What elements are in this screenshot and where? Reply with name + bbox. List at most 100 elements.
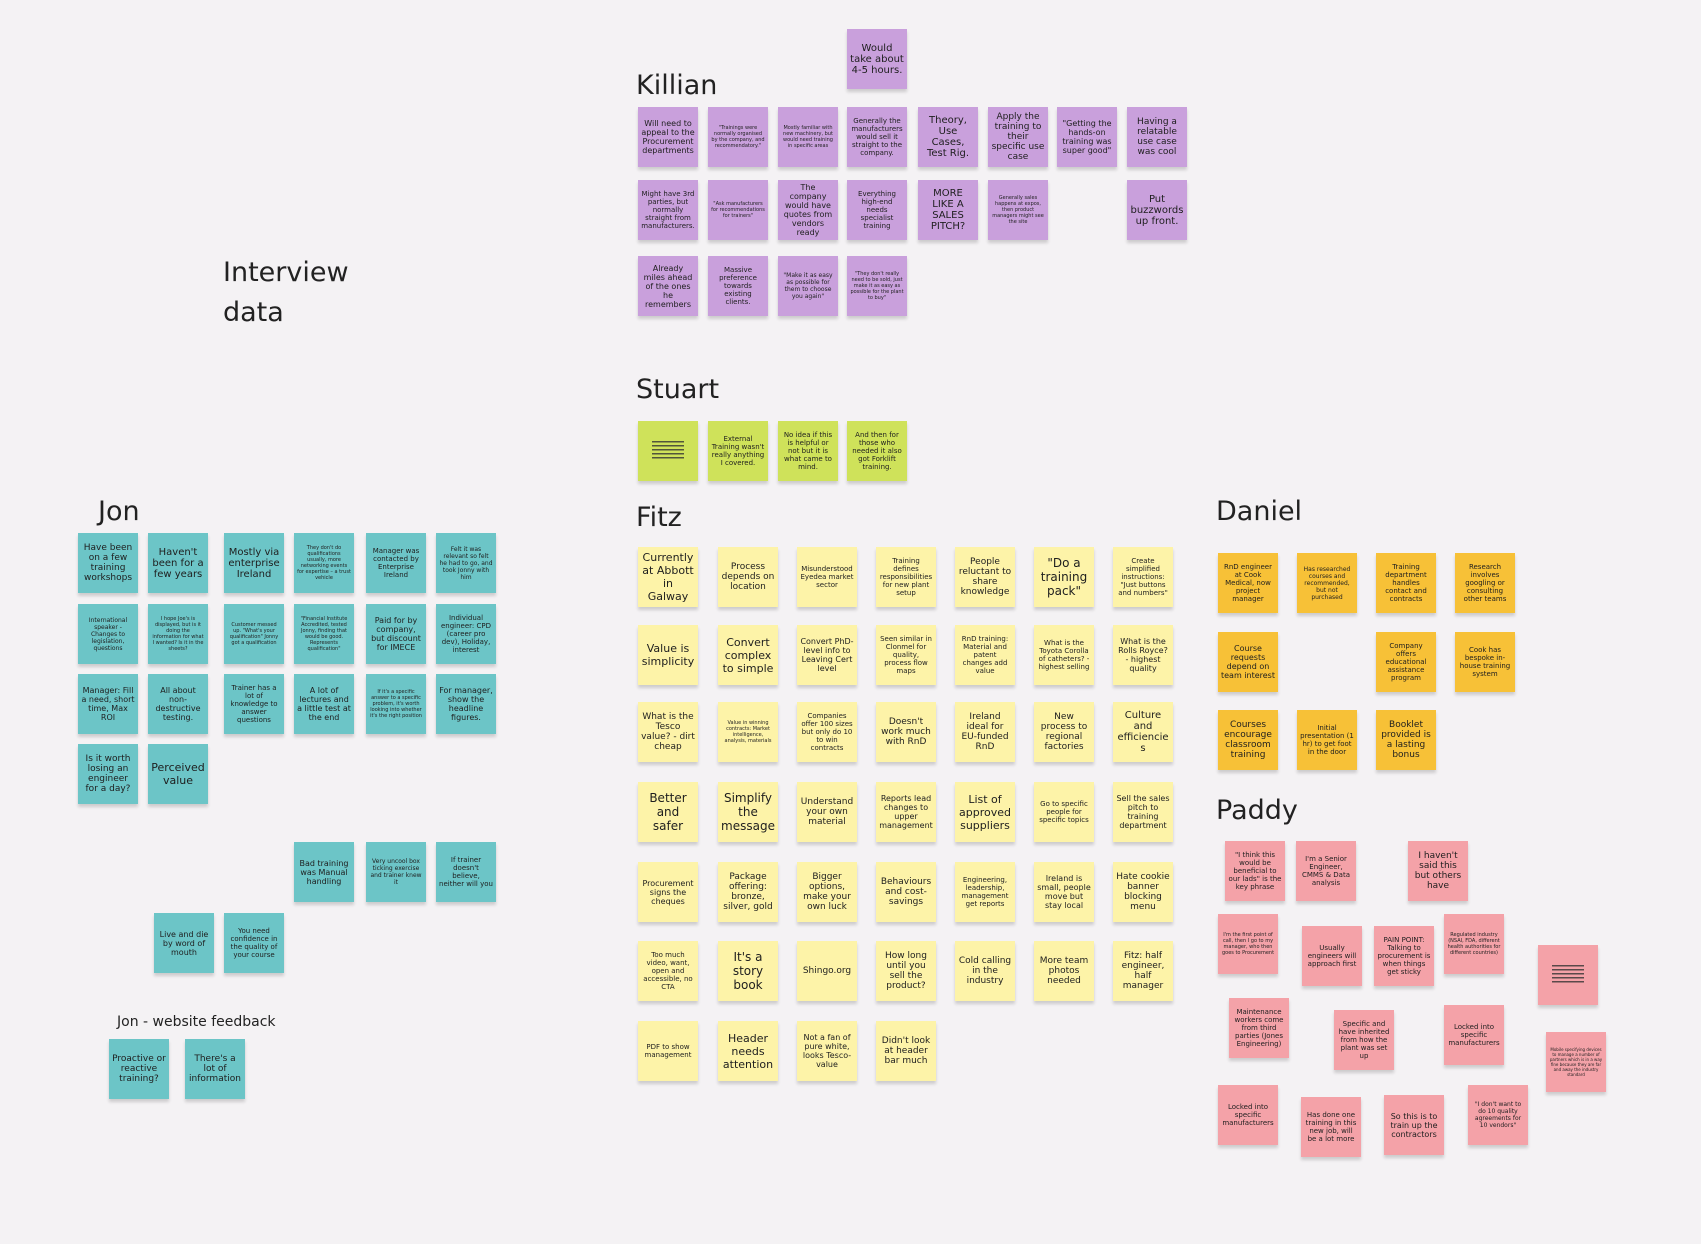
sticky-note-paddy[interactable]: Regulated industry (NSAI, FDA, different… [1444, 914, 1504, 974]
sticky-note-fitz[interactable]: Create simplified instructions: "Just bu… [1113, 547, 1173, 607]
sticky-note-fitz[interactable]: Didn't look at header bar much [876, 1021, 936, 1081]
sticky-note-fitz[interactable]: Misunderstood Eyedea market sector [797, 547, 857, 607]
sticky-note-jon[interactable]: Paid for by company, but discount for IM… [366, 604, 426, 664]
sticky-note-jon[interactable]: Bad training was Manual handling [294, 842, 354, 902]
sticky-note-jon[interactable]: Trainer has a lot of knowledge to answer… [224, 674, 284, 734]
sticky-note-fitz[interactable]: Go to specific people for specific topic… [1034, 782, 1094, 842]
sticky-note-jon[interactable]: Haven't been for a few years [148, 533, 208, 593]
sticky-note-fitz[interactable]: RnD training: Material and patent change… [955, 625, 1015, 685]
sticky-note-fitz[interactable]: PDF to show management [638, 1021, 698, 1081]
sticky-note-jon-website[interactable]: There's a lot of information [185, 1039, 245, 1099]
sticky-note-fitz[interactable]: Too much video, want, open and accessibl… [638, 941, 698, 1001]
sticky-note-fitz[interactable]: Reports lead changes to upper management [876, 782, 936, 842]
sticky-note-jon[interactable]: Individual engineer: CPD (career pro dev… [436, 604, 496, 664]
sticky-note-fitz[interactable]: Ireland ideal for EU-funded RnD [955, 702, 1015, 762]
sticky-note-fitz[interactable]: Sell the sales pitch to training departm… [1113, 782, 1173, 842]
sticky-note-jon[interactable]: Manager was contacted by Enterprise Irel… [366, 533, 426, 593]
sticky-note-fitz[interactable]: Fitz: half engineer, half manager [1113, 941, 1173, 1001]
sticky-note-daniel[interactable]: Training department handles contact and … [1376, 553, 1436, 613]
sticky-note-jon[interactable]: Felt it was relevant so felt he had to g… [436, 533, 496, 593]
sticky-note-killian[interactable]: Massive preference towards existing clie… [708, 256, 768, 316]
sticky-note-daniel[interactable]: Initial presentation (1 hr) to get foot … [1297, 710, 1357, 770]
sticky-note-jon[interactable]: Very uncool box ticking exercise and tra… [366, 842, 426, 902]
sticky-note-daniel[interactable]: Booklet provided is a lasting bonus [1376, 710, 1436, 770]
sticky-note-killian[interactable]: "Ask manufacturers for recommendations f… [708, 180, 768, 240]
sticky-note-fitz[interactable]: Companies offer 100 sizes but only do 10… [797, 702, 857, 762]
sticky-note-paddy[interactable]: Locked into specific manufacturers [1218, 1085, 1278, 1145]
sticky-note-fitz[interactable]: People reluctant to share knowledge [955, 547, 1015, 607]
sticky-note-fitz[interactable]: Cold calling in the industry [955, 941, 1015, 1001]
sticky-note-fitz[interactable]: Currently at Abbott in Galway [638, 547, 698, 607]
sticky-note-paddy[interactable]: I haven't said this but others have [1408, 841, 1468, 901]
sticky-note-fitz[interactable]: Seen similar in Clonmel for quality, pro… [876, 625, 936, 685]
sticky-note-killian[interactable]: Theory, Use Cases, Test Rig. [918, 107, 978, 167]
sticky-note-fitz[interactable]: Culture and efficiencies [1113, 702, 1173, 762]
sticky-note-fitz[interactable]: Shingo.org [797, 941, 857, 1001]
sticky-note-fitz[interactable]: What is the Tesco value? - dirt cheap [638, 702, 698, 762]
sticky-note-killian[interactable]: Having a relatable use case was cool [1127, 107, 1187, 167]
sticky-note-daniel[interactable]: Has researched courses and recommended, … [1297, 553, 1357, 613]
sticky-note-paddy-scribble[interactable] [1538, 945, 1598, 1005]
sticky-note-jon[interactable]: If it's a specific answer to a specific … [366, 674, 426, 734]
sticky-note-jon[interactable]: They don't do qualifications usually, mo… [294, 533, 354, 593]
sticky-note-killian[interactable]: Put buzzwords up front. [1127, 180, 1187, 240]
sticky-note-jon[interactable]: International speaker - Changes to legis… [78, 604, 138, 664]
sticky-note-fitz[interactable]: Convert complex to simple [718, 625, 778, 685]
sticky-note-killian[interactable]: "Trainings were normally organised by th… [708, 107, 768, 167]
sticky-note-fitz[interactable]: How long until you sell the product? [876, 941, 936, 1001]
sticky-note-jon-website[interactable]: Proactive or reactive training? [109, 1039, 169, 1099]
sticky-note-jon[interactable]: I hope Joe's is displayed, but is it doi… [148, 604, 208, 664]
sticky-note-killian[interactable]: Generally the manufacturers would sell i… [847, 107, 907, 167]
sticky-note-fitz[interactable]: Convert PhD-level info to Leaving Cert l… [797, 625, 857, 685]
sticky-note-killian[interactable]: Generally sales happens at expos, then p… [988, 180, 1048, 240]
sticky-note-killian[interactable]: Will need to appeal to the Procurement d… [638, 107, 698, 167]
sticky-note-stuart[interactable]: And then for those who needed it also go… [847, 421, 907, 481]
sticky-note-jon[interactable]: Perceived value [148, 744, 208, 804]
sticky-note-jon[interactable]: If trainer doesn't believe, neither will… [436, 842, 496, 902]
sticky-note-paddy[interactable]: Mobile specifying devices to manage a nu… [1546, 1032, 1606, 1092]
sticky-note-jon[interactable]: A lot of lectures and a little test at t… [294, 674, 354, 734]
sticky-note-fitz[interactable]: Procurement signs the cheques [638, 862, 698, 922]
sticky-note-fitz[interactable]: What is the Toyota Corolla of catheters?… [1034, 625, 1094, 685]
sticky-note-killian[interactable]: "Make it as easy as possible for them to… [778, 256, 838, 316]
sticky-note-killian[interactable]: Would take about 4-5 hours. [847, 29, 907, 89]
sticky-note-fitz[interactable]: Behaviours and cost-savings [876, 862, 936, 922]
sticky-note-killian[interactable]: Might have 3rd parties, but normally str… [638, 180, 698, 240]
sticky-note-jon[interactable]: For manager, show the headline figures. [436, 674, 496, 734]
sticky-note-stuart-scribble[interactable] [638, 421, 698, 481]
sticky-note-paddy[interactable]: Has done one training in this new job, w… [1301, 1097, 1361, 1157]
sticky-note-killian[interactable]: "They don't really need to be sold, just… [847, 256, 907, 316]
sticky-note-killian[interactable]: Everything high-end needs specialist tra… [847, 180, 907, 240]
sticky-note-fitz[interactable]: Understand your own material [797, 782, 857, 842]
sticky-note-killian[interactable]: The company would have quotes from vendo… [778, 180, 838, 240]
sticky-note-jon[interactable]: "Financial Institute Accredited, tested … [294, 604, 354, 664]
sticky-note-fitz[interactable]: More team photos needed [1034, 941, 1094, 1001]
sticky-note-daniel[interactable]: Cook has bespoke in-house training syste… [1455, 632, 1515, 692]
sticky-note-jon[interactable]: Customer messed up. "What's your qualifi… [224, 604, 284, 664]
sticky-note-fitz[interactable]: It's a story book [718, 941, 778, 1001]
sticky-note-killian[interactable]: Mostly familiar with new machinery, but … [778, 107, 838, 167]
sticky-note-paddy[interactable]: Usually engineers will approach first [1302, 926, 1362, 986]
sticky-note-daniel[interactable]: Research involves googling or consulting… [1455, 553, 1515, 613]
sticky-note-daniel[interactable]: Courses encourage classroom training [1218, 710, 1278, 770]
sticky-note-killian[interactable]: Already miles ahead of the ones he remem… [638, 256, 698, 316]
sticky-note-fitz[interactable]: Process depends on location [718, 547, 778, 607]
sticky-note-fitz[interactable]: Not a fan of pure white, looks Tesco-val… [797, 1021, 857, 1081]
sticky-note-paddy[interactable]: Maintenance workers come from third part… [1229, 998, 1289, 1058]
sticky-note-jon[interactable]: Manager: Fill a need, short time, Max RO… [78, 674, 138, 734]
sticky-note-fitz[interactable]: Simplify the message [718, 782, 778, 842]
sticky-note-paddy[interactable]: I'm a Senior Engineer, CMMS & Data analy… [1296, 841, 1356, 901]
sticky-note-fitz[interactable]: "Do a training pack" [1034, 547, 1094, 607]
sticky-note-stuart[interactable]: External Training wasn't really anything… [708, 421, 768, 481]
sticky-note-daniel[interactable]: RnD engineer at Cook Medical, now projec… [1218, 553, 1278, 613]
sticky-note-killian[interactable]: Apply the training to their specific use… [988, 107, 1048, 167]
sticky-note-fitz[interactable]: Package offering: bronze, silver, gold [718, 862, 778, 922]
sticky-note-paddy[interactable]: I'm the first point of call, then I go t… [1218, 914, 1278, 974]
sticky-note-fitz[interactable]: Training defines responsibilities for ne… [876, 547, 936, 607]
sticky-note-fitz[interactable]: Doesn't work much with RnD [876, 702, 936, 762]
sticky-note-fitz[interactable]: Value in winning contracts: Market intel… [718, 702, 778, 762]
sticky-note-stuart[interactable]: No idea if this is helpful or not but it… [778, 421, 838, 481]
sticky-note-jon[interactable]: Mostly via enterprise Ireland [224, 533, 284, 593]
sticky-note-paddy[interactable]: So this is to train up the contractors [1384, 1095, 1444, 1155]
sticky-note-daniel[interactable]: Course requests depend on team interest [1218, 632, 1278, 692]
